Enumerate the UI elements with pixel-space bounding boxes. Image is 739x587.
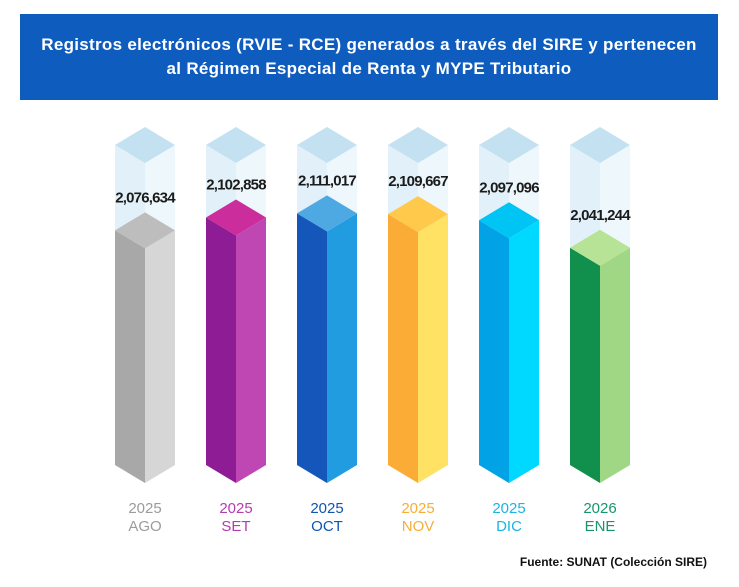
bar-right-face [145,230,175,483]
bar-top-face [115,212,175,249]
month-label: DIC [496,518,522,535]
ghost-top-face [297,127,357,163]
value-label: 2,111,017 [298,172,356,189]
bar-left-face [479,220,509,483]
value-label: 2,076,634 [115,189,176,206]
ghost-top-face [206,127,266,163]
title-banner: Registros electrónicos (RVIE - RCE) gene… [20,14,718,100]
bar-right-face [236,217,266,483]
year-label: 2026 [583,500,616,517]
ghost-top-face [388,127,448,163]
ghost-top-face [479,127,539,163]
bar-top-face [570,229,630,266]
bar-right-face [327,213,357,483]
ghost-top-face [570,127,630,163]
value-label: 2,097,096 [479,179,539,196]
bar-top-face [297,195,357,232]
bar-right-face [600,247,630,483]
bar-top-face [479,202,539,239]
month-label: AGO [128,518,161,535]
bar-left-face [115,230,145,483]
month-label: SET [221,518,250,535]
bar-right-face [509,220,539,483]
source-note: Fuente: SUNAT (Colección SIRE) [519,555,707,569]
year-label: 2025 [310,500,343,517]
value-label: 2,109,667 [388,173,448,190]
chart-title: Registros electrónicos (RVIE - RCE) gene… [41,35,697,78]
bar-left-face [570,247,600,483]
value-label: 2,102,858 [206,176,266,193]
month-label: ENE [585,518,616,535]
month-label: OCT [311,518,343,535]
bar-left-face [297,213,327,483]
bar-top-face [206,199,266,236]
value-label: 2,041,244 [570,207,631,224]
month-label: NOV [402,518,435,535]
year-label: 2025 [219,500,252,517]
bar-right-face [418,214,448,483]
year-label: 2025 [492,500,525,517]
ghost-top-face [115,127,175,163]
year-label: 2025 [401,500,434,517]
bar-left-face [388,214,418,483]
bar-left-face [206,217,236,483]
bar-top-face [388,196,448,233]
year-label: 2025 [128,500,161,517]
